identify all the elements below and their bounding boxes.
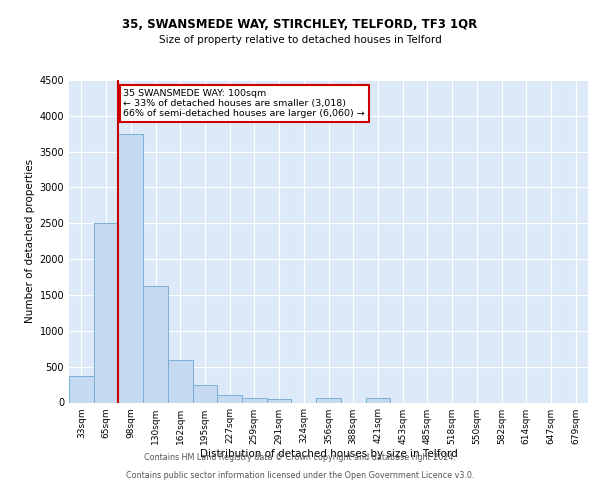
Bar bbox=[69, 376, 94, 402]
Bar bbox=[316, 398, 341, 402]
Bar bbox=[267, 398, 292, 402]
Text: 35 SWANSMEDE WAY: 100sqm
← 33% of detached houses are smaller (3,018)
66% of sem: 35 SWANSMEDE WAY: 100sqm ← 33% of detach… bbox=[124, 88, 365, 118]
Bar bbox=[168, 360, 193, 403]
Bar bbox=[143, 286, 168, 403]
Text: Contains public sector information licensed under the Open Government Licence v3: Contains public sector information licen… bbox=[126, 471, 474, 480]
Bar bbox=[94, 224, 118, 402]
Bar bbox=[217, 394, 242, 402]
Bar bbox=[365, 398, 390, 402]
Bar bbox=[118, 134, 143, 402]
Text: Size of property relative to detached houses in Telford: Size of property relative to detached ho… bbox=[158, 35, 442, 45]
Text: Contains HM Land Registry data © Crown copyright and database right 2024.: Contains HM Land Registry data © Crown c… bbox=[144, 454, 456, 462]
Text: 35, SWANSMEDE WAY, STIRCHLEY, TELFORD, TF3 1QR: 35, SWANSMEDE WAY, STIRCHLEY, TELFORD, T… bbox=[122, 18, 478, 30]
Bar bbox=[242, 398, 267, 402]
Bar bbox=[193, 386, 217, 402]
X-axis label: Distribution of detached houses by size in Telford: Distribution of detached houses by size … bbox=[200, 450, 457, 460]
Y-axis label: Number of detached properties: Number of detached properties bbox=[25, 159, 35, 324]
